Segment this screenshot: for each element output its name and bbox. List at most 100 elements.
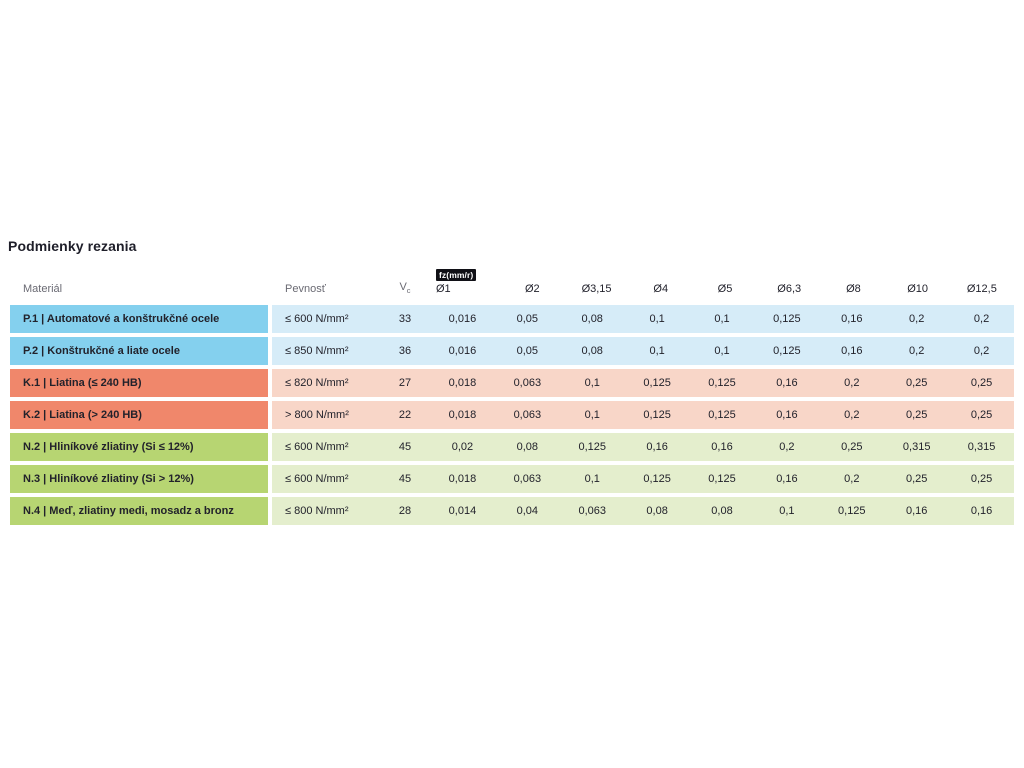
strength-cell: ≤ 600 N/mm² [285, 473, 349, 485]
feed-cell: 0,125 [708, 409, 736, 421]
feed-cell: 0,2 [844, 409, 860, 421]
row-values: ≤ 820 N/mm² 27 0,018 0,063 0,1 0,125 0,1… [272, 369, 1014, 397]
feed-cell: 0,1 [779, 505, 795, 517]
vc-cell: 36 [398, 345, 412, 357]
table-row-p1: P.1 | Automatové a konštrukčné ocele ≤ 6… [10, 305, 1014, 333]
table-header-rest: Pevnosť Vc fz(mm/r) Ø1 Ø2 Ø3,15 Ø4 Ø5 Ø6… [272, 268, 1014, 298]
table-row-n2: N.2 | Hliníkové zliatiny (Si ≤ 12%) ≤ 60… [10, 433, 1014, 461]
feed-cell: 0,25 [905, 409, 928, 421]
feed-cell: 0,16 [776, 473, 798, 485]
feed-cell: 0,08 [581, 345, 603, 357]
feed-cell: 0,125 [838, 505, 866, 517]
feed-cell: 0,2 [909, 313, 925, 325]
material-cell: P.1 | Automatové a konštrukčné ocele [10, 305, 268, 333]
table-row-p2: P.2 | Konštrukčné a liate ocele ≤ 850 N/… [10, 337, 1014, 365]
material-cell: N.2 | Hliníkové zliatiny (Si ≤ 12%) [10, 433, 268, 461]
feed-cell: 0,04 [516, 505, 539, 517]
diameter-label: Ø1 [436, 283, 451, 295]
row-values: ≤ 800 N/mm² 28 0,014 0,04 0,063 0,08 0,0… [272, 497, 1014, 525]
row-values: ≤ 850 N/mm² 36 0,016 0,05 0,08 0,1 0,1 0… [272, 337, 1014, 365]
strength-cell: > 800 N/mm² [285, 409, 349, 421]
feed-cell: 0,25 [970, 473, 993, 485]
column-header-diameter-7: Ø8 [846, 283, 861, 295]
column-header-diameter-8: Ø10 [907, 283, 929, 295]
column-header-material: Materiál [23, 283, 63, 295]
vc-cell: 45 [398, 473, 412, 485]
feed-cell: 0,125 [708, 377, 736, 389]
column-header-diameter-6: Ø6,3 [777, 283, 802, 295]
column-header-diameter-1: fz(mm/r) Ø1 [430, 268, 500, 298]
feed-cell: 0,063 [513, 473, 542, 485]
feed-cell: 0,063 [578, 505, 606, 517]
cutting-conditions-table: Materiál Pevnosť Vc fz(mm/r) Ø1 Ø2 Ø3,15… [10, 260, 1014, 529]
feed-cell: 0,25 [841, 441, 863, 453]
feed-cell: 0,125 [643, 473, 671, 485]
vc-cell: 22 [398, 409, 412, 421]
feed-cell: 0,315 [967, 441, 996, 453]
feed-cell: 0,02 [451, 441, 474, 453]
column-header-strength: Pevnosť [285, 283, 326, 295]
feed-cell: 0,1 [714, 313, 730, 325]
column-header-diameter-5: Ø5 [717, 283, 733, 295]
feed-cell: 0,16 [970, 505, 993, 517]
row-values: ≤ 600 N/mm² 33 0,016 0,05 0,08 0,1 0,1 0… [272, 305, 1014, 333]
feed-cell: 0,05 [516, 313, 539, 325]
feed-cell: 0,08 [516, 441, 539, 453]
feed-cell: 0,2 [844, 377, 860, 389]
feed-cell: 0,25 [905, 377, 928, 389]
feed-cell: 0,2 [844, 473, 860, 485]
material-cell: K.1 | Liatina (≤ 240 HB) [10, 369, 268, 397]
vc-cell: 28 [398, 505, 412, 517]
feed-cell: 0,125 [643, 409, 671, 421]
feed-cell: 0,16 [776, 409, 798, 421]
feed-cell: 0,1 [584, 473, 600, 485]
feed-cell: 0,25 [970, 377, 993, 389]
vc-cell: 33 [398, 313, 412, 325]
feed-cell: 0,05 [516, 345, 539, 357]
feed-cell: 0,1 [584, 377, 600, 389]
feed-unit-badge: fz(mm/r) [436, 268, 477, 281]
feed-cell: 0,014 [448, 505, 477, 517]
feed-cell: 0,2 [779, 441, 795, 453]
material-cell: K.2 | Liatina (> 240 HB) [10, 401, 268, 429]
feed-cell: 0,016 [448, 345, 477, 357]
feed-cell: 0,16 [646, 441, 668, 453]
feed-cell: 0,2 [973, 313, 990, 325]
feed-cell: 0,16 [905, 505, 928, 517]
strength-cell: ≤ 800 N/mm² [285, 505, 349, 517]
feed-cell: 0,25 [905, 473, 928, 485]
vc-cell: 27 [398, 377, 412, 389]
feed-cell: 0,1 [649, 313, 665, 325]
feed-cell: 0,08 [581, 313, 603, 325]
table-row-k2: K.2 | Liatina (> 240 HB) > 800 N/mm² 22 … [10, 401, 1014, 429]
column-header-diameter-4: Ø4 [653, 283, 669, 295]
strength-cell: ≤ 600 N/mm² [285, 441, 349, 453]
strength-cell: ≤ 600 N/mm² [285, 313, 349, 325]
vc-subscript: c [406, 286, 411, 295]
table-row-n3: N.3 | Hliníkové zliatiny (Si > 12%) ≤ 60… [10, 465, 1014, 493]
feed-cell: 0,08 [711, 505, 733, 517]
page-title: Podmienky rezania [8, 238, 137, 254]
table-row-k1: K.1 | Liatina (≤ 240 HB) ≤ 820 N/mm² 27 … [10, 369, 1014, 397]
feed-cell: 0,25 [970, 409, 993, 421]
table-row-n4: N.4 | Meď, zliatiny medi, mosadz a bronz… [10, 497, 1014, 525]
feed-cell: 0,16 [841, 313, 863, 325]
feed-cell: 0,1 [714, 345, 730, 357]
material-cell: N.4 | Meď, zliatiny medi, mosadz a bronz [10, 497, 268, 525]
vc-cell: 45 [398, 441, 412, 453]
column-header-vc: Vc [380, 281, 430, 297]
feed-cell: 0,125 [643, 377, 671, 389]
feed-cell: 0,018 [448, 377, 477, 389]
feed-cell: 0,125 [578, 441, 606, 453]
feed-cell: 0,063 [513, 377, 542, 389]
table-header-row: Materiál Pevnosť Vc fz(mm/r) Ø1 Ø2 Ø3,15… [10, 260, 1014, 297]
feed-cell: 0,16 [776, 377, 798, 389]
feed-cell: 0,16 [711, 441, 733, 453]
column-header-diameter-9: Ø12,5 [966, 283, 997, 295]
feed-cell: 0,1 [584, 409, 600, 421]
row-values: ≤ 600 N/mm² 45 0,018 0,063 0,1 0,125 0,1… [272, 465, 1014, 493]
column-header-diameter-2: Ø2 [524, 283, 540, 295]
column-header-diameter-3: Ø3,15 [581, 283, 612, 295]
feed-cell: 0,018 [448, 409, 477, 421]
row-values: > 800 N/mm² 22 0,018 0,063 0,1 0,125 0,1… [272, 401, 1014, 429]
